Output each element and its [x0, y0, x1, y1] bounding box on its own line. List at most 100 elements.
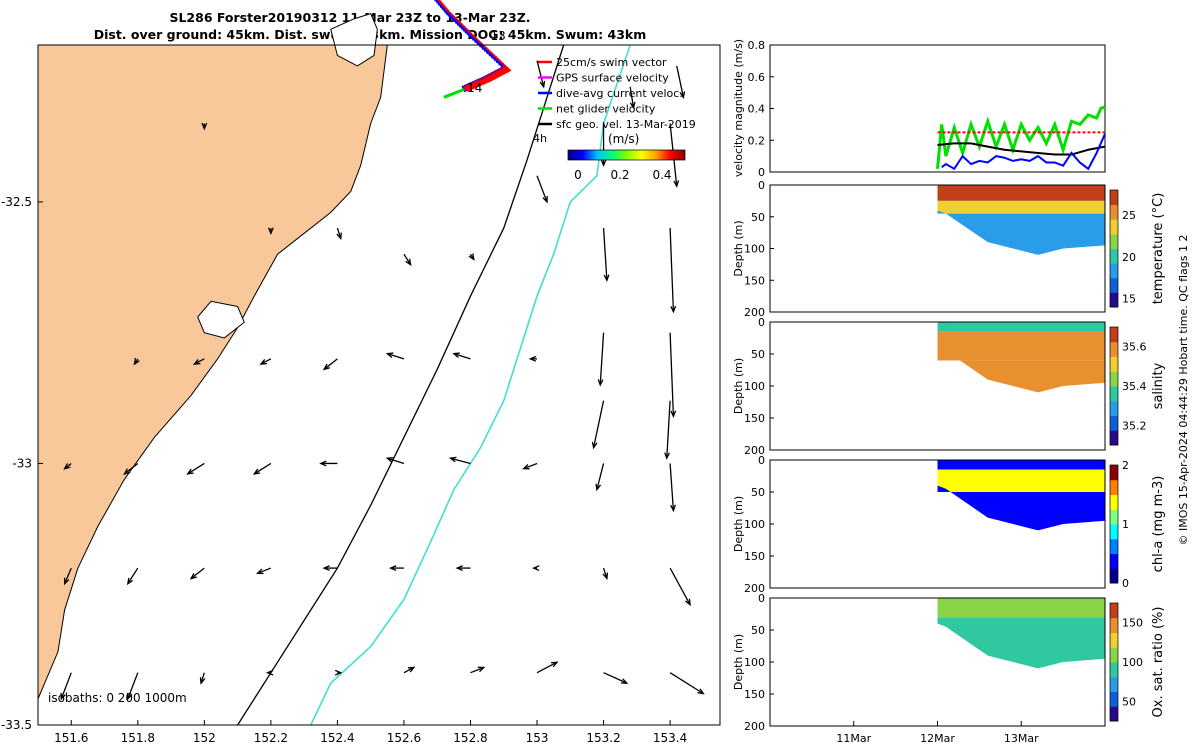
section-layer-0	[937, 322, 1105, 332]
current-vector-head-39	[388, 565, 397, 572]
current-vector-33	[669, 463, 675, 511]
colorbar-segment	[1110, 341, 1118, 357]
current-vector-head-20	[452, 352, 460, 358]
dive-avg-vector	[486, 49, 491, 57]
map-xtick-label: 152.4	[320, 731, 354, 745]
current-vector-0	[536, 60, 545, 88]
colorbar-tick-label: 2	[1122, 459, 1129, 472]
current-vector-head-2	[679, 91, 686, 99]
current-vector-head-31	[522, 464, 530, 470]
section-panel-1: 0 50 100 150 200 Depth (m) 35.2 35.4 35.6 salinit…	[732, 316, 1166, 457]
current-vector-27	[253, 462, 272, 475]
current-vector-head-6	[542, 195, 548, 204]
current-vector-51	[536, 661, 558, 674]
time-tick-label: 12Mar	[920, 732, 955, 745]
colorbar-segment	[1110, 415, 1118, 431]
colorbar-segment	[1110, 553, 1118, 569]
current-vector-13	[599, 332, 605, 386]
current-vector-head-50	[477, 666, 486, 673]
colorbar-segment	[1110, 233, 1118, 249]
current-vector-head-0	[539, 80, 546, 89]
dive-avg-vector	[472, 36, 477, 44]
colorbar-segment	[1110, 691, 1118, 707]
dive-avg-vector	[464, 28, 469, 36]
current-vector-25	[124, 462, 139, 475]
net-glider-velocity	[443, 88, 465, 99]
depth-tick-label: 50	[751, 348, 765, 361]
map-xtick-label: 152.6	[387, 731, 421, 745]
colorbar-segment	[1110, 292, 1118, 308]
legend-entry-3: net glider velocity	[556, 103, 656, 116]
section-panel-2: 0 50 100 150 200 Depth (m) 0 1 2 chl-a (mg m-3)	[732, 454, 1166, 595]
current-vector-43	[669, 567, 691, 606]
current-vector-18	[323, 358, 338, 370]
depth-axis-label: Depth (m)	[732, 496, 745, 552]
depth-tick-label: 200	[744, 582, 765, 595]
current-vector-17	[260, 358, 272, 365]
map-ytick-label: -33.5	[1, 718, 32, 732]
legend-entry-1: GPS surface velocity	[556, 72, 669, 85]
current-vector-head-51	[550, 661, 559, 668]
dive-avg-vector	[469, 34, 475, 41]
dive-avg-vector	[448, 13, 454, 21]
isobath-1000m	[310, 44, 631, 726]
dive-avg-vector	[447, 11, 452, 19]
current-vector-32	[596, 463, 605, 490]
colorbar-segment	[1110, 204, 1118, 220]
velocity-series-0	[936, 105, 1106, 169]
dive-avg-vector	[495, 58, 501, 66]
section-layer-1	[937, 469, 1105, 492]
dive-avg-vector	[467, 32, 473, 40]
time-tick-label: 11Mar	[836, 732, 871, 745]
title-line-1: SL286 Forster20190312 11-Mar 23Z to 13-M…	[169, 10, 531, 25]
section-panel-3: 0 50 100 150 200 Depth (m) 50 100 150 Ox. sat. ra…	[732, 592, 1166, 733]
current-vector-head-21	[528, 355, 537, 362]
section-layer-1	[937, 331, 1105, 361]
dive-avg-vector	[493, 56, 498, 64]
colorbar-label: Ox. sat. ratio (%)	[1151, 607, 1166, 718]
current-vector-20	[453, 352, 471, 360]
current-vector-14	[669, 332, 675, 417]
colorbar-segment	[1110, 263, 1118, 279]
current-vector-head-19	[385, 352, 394, 358]
dive-avg-vector	[466, 30, 471, 38]
current-vector-2	[676, 65, 685, 98]
depth-tick-label: 200	[744, 444, 765, 457]
colorbar-tick-label: 100	[1122, 656, 1143, 669]
colorbar-tick-label: 20	[1122, 251, 1136, 264]
current-vector-46	[200, 672, 205, 684]
colorbar-segment	[1110, 400, 1118, 416]
current-vector-head-35	[126, 577, 134, 586]
dive-avg-vector	[443, 8, 448, 15]
colorbar-segment	[1110, 494, 1118, 510]
depth-tick-label: 50	[751, 486, 765, 499]
depth-tick-label: 100	[744, 656, 765, 669]
depth-axis-label: Depth (m)	[732, 358, 745, 414]
dive-avg-vector	[450, 15, 456, 23]
colorbar-tick-label: 35.6	[1122, 341, 1147, 354]
day-label-14: 14	[467, 81, 482, 95]
map-ytick-label: -32.5	[1, 195, 32, 209]
velocity-ytick-label: 0.2	[748, 134, 766, 147]
current-vector-45	[127, 672, 139, 700]
current-vector-34	[64, 567, 72, 585]
colorbar-segment	[1110, 568, 1118, 584]
map-legend: 25cm/s swim vector GPS surface velocity di…	[533, 56, 696, 182]
dive-avg-vector	[445, 9, 450, 17]
current-vector-head-38	[322, 565, 330, 572]
current-vector-head-14	[670, 410, 677, 419]
current-vector-head-1	[629, 101, 636, 110]
colorbar-segment	[1110, 190, 1118, 206]
colorbar-segment	[1110, 676, 1118, 692]
current-vector-30	[450, 457, 471, 465]
colorbar-label: chl-a (mg m-3)	[1151, 476, 1166, 573]
colorbar-tick-label: 150	[1122, 617, 1143, 630]
legend-colorbar	[567, 149, 686, 161]
current-vector-36	[190, 567, 205, 580]
map-xtick-label: 153.2	[586, 731, 620, 745]
map-xtick-label: 153	[526, 731, 549, 745]
velocity-panel-frame	[769, 44, 1106, 173]
depth-tick-label: 0	[758, 592, 765, 605]
current-vector-head-27	[252, 468, 261, 475]
map-xtick-label: 152	[193, 731, 216, 745]
